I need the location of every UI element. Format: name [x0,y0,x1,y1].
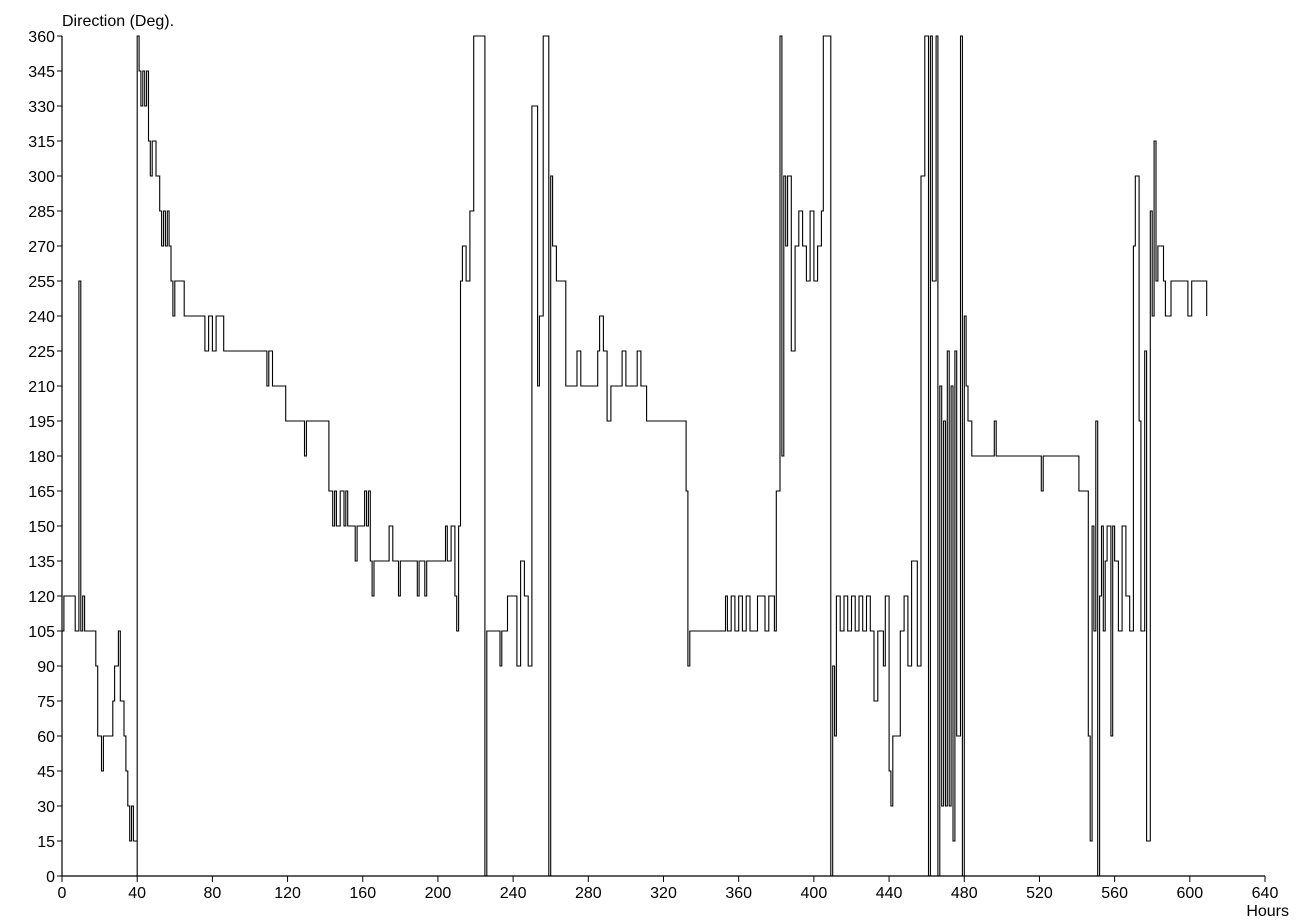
x-tick-label: 440 [876,885,903,902]
y-tick-label: 150 [28,519,55,536]
y-tick-label: 270 [28,239,55,256]
x-tick-label: 200 [425,885,452,902]
y-tick-label: 240 [28,309,55,326]
series-layer [62,35,1208,877]
x-tick-label: 320 [650,885,677,902]
y-tick-label: 180 [28,449,55,466]
y-tick-label: 225 [28,344,55,361]
y-tick-label: 315 [28,134,55,151]
y-tick-label: 195 [28,414,55,431]
x-tick-label: 400 [801,885,828,902]
y-tick-label: 330 [28,99,55,116]
series-line-0 [62,35,1208,877]
y-tick-label: 300 [28,169,55,186]
x-tick-label: 560 [1101,885,1128,902]
y-axis-title: Direction (Deg). [62,13,174,30]
x-tick-label: 160 [349,885,376,902]
x-tick-label: 480 [951,885,978,902]
x-tick-label: 600 [1176,885,1203,902]
y-tick-label: 30 [37,799,55,816]
x-axis-title: Hours [1246,903,1289,920]
y-tick-label: 90 [37,659,55,676]
x-tick-label: 80 [203,885,221,902]
y-tick-label: 360 [28,29,55,46]
y-tick-label: 255 [28,274,55,291]
y-tick-label: 135 [28,554,55,571]
x-tick-label: 40 [128,885,146,902]
y-tick-label: 120 [28,589,55,606]
y-tick-label: 75 [37,694,55,711]
x-tick-label: 360 [725,885,752,902]
x-tick-label: 0 [58,885,67,902]
x-ticks: 0 40 80 120 160 200 240 280 320 360 400 440 480 520 56… [58,876,1279,902]
x-tick-label: 280 [575,885,602,902]
x-tick-label: 120 [274,885,301,902]
x-tick-label: 520 [1026,885,1053,902]
y-tick-label: 45 [37,764,55,781]
y-tick-label: 60 [37,729,55,746]
axes [61,36,1265,877]
y-tick-label: 285 [28,204,55,221]
x-tick-label: 240 [500,885,527,902]
y-tick-label: 210 [28,379,55,396]
y-tick-label: 345 [28,64,55,81]
y-tick-label: 165 [28,484,55,501]
y-tick-label: 0 [46,869,55,886]
y-tick-label: 105 [28,624,55,641]
y-ticks: 0 15 30 45 60 75 90 105 120 135 150 165 180 195 210 225… [28,29,62,886]
x-tick-label: 640 [1252,885,1279,902]
y-tick-label: 15 [37,834,55,851]
